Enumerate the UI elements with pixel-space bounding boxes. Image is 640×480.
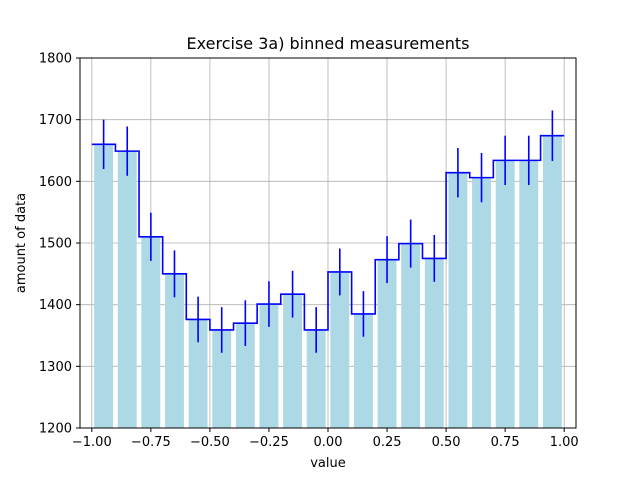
bar	[259, 304, 279, 428]
bars	[94, 135, 562, 429]
bar	[401, 243, 421, 428]
y-tick-label: 1200	[39, 422, 72, 437]
y-axis: 1200 1300 1400 1500 1600 1700 1800	[39, 52, 80, 437]
bar	[94, 144, 114, 429]
bar	[377, 259, 397, 428]
x-tick-label: −0.50	[190, 435, 230, 450]
y-tick-label: 1800	[39, 52, 72, 67]
bar	[283, 294, 303, 428]
bar	[472, 177, 491, 428]
bar	[448, 172, 468, 428]
y-tick-label: 1700	[39, 113, 72, 128]
bar	[519, 160, 539, 428]
bar	[424, 258, 444, 428]
y-tick-label: 1500	[39, 237, 72, 252]
bar	[306, 329, 326, 428]
x-tick-label: 0.50	[432, 435, 461, 450]
bar	[188, 319, 208, 428]
bar	[235, 323, 255, 428]
bar	[117, 151, 137, 428]
x-tick-label: 0.00	[314, 435, 343, 450]
step-series	[91, 134, 565, 331]
bar	[212, 329, 232, 428]
bar	[353, 313, 373, 428]
bar	[330, 271, 350, 428]
x-tick-label: −0.25	[249, 435, 289, 450]
x-tick-label: −0.75	[131, 435, 171, 450]
y-axis-label: amount of data	[14, 193, 29, 293]
x-tick-label: 1.00	[550, 435, 579, 450]
y-tick-label: 1300	[39, 360, 72, 375]
chart-title: Exercise 3a) binned measurements	[187, 34, 470, 53]
step-line	[91, 134, 565, 331]
bar	[495, 160, 515, 428]
x-tick-label: −1.00	[72, 435, 112, 450]
bar	[141, 236, 161, 428]
x-axis-label: value	[310, 456, 346, 471]
y-tick-label: 1400	[39, 298, 72, 313]
error-bars	[102, 110, 554, 353]
x-tick-label: 0.25	[373, 435, 402, 450]
x-tick-label: 0.75	[491, 435, 520, 450]
y-tick-label: 1600	[39, 175, 72, 190]
x-axis: −1.00 −0.75 −0.50 −0.25 0.00 0.25 0.50 0.75 1.00	[72, 428, 579, 450]
bar	[165, 273, 184, 428]
bar	[542, 135, 562, 428]
